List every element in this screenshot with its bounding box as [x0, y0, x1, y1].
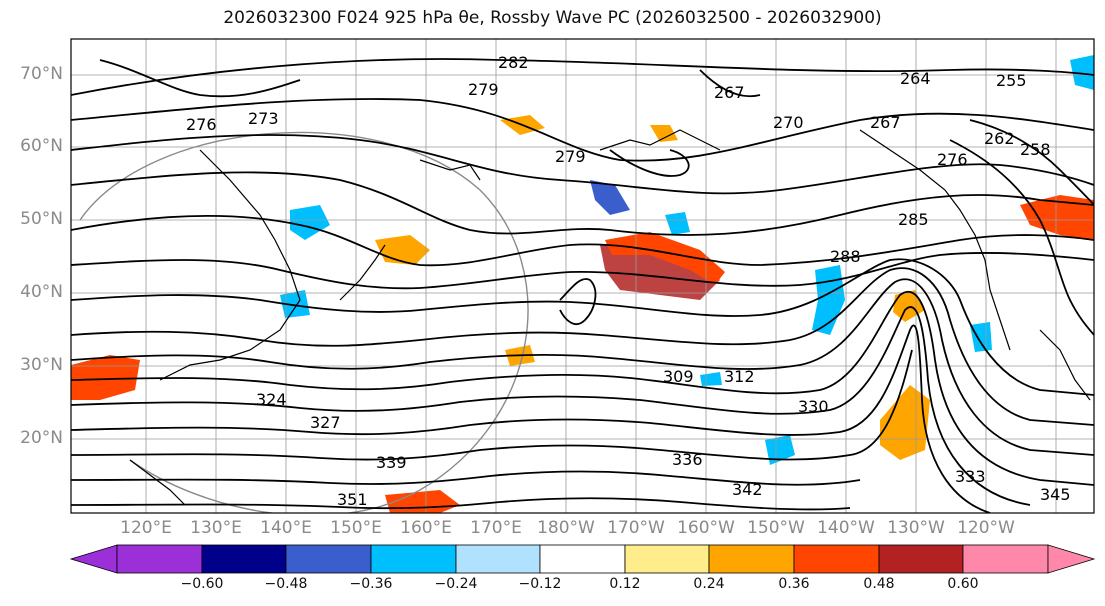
- colorbar-bin: [116, 544, 203, 574]
- lat-label: 20°N: [20, 428, 63, 448]
- contour-label: 276: [186, 115, 217, 134]
- contour-label: 282: [498, 53, 529, 72]
- contour-label: 339: [376, 453, 407, 472]
- lon-label: 150°W: [747, 518, 805, 538]
- contour-label: 312: [724, 367, 755, 386]
- shade-neg-7: [970, 322, 992, 352]
- contour-label: 309: [663, 367, 694, 386]
- contour-label: 279: [468, 80, 499, 99]
- colorbar-bin: [624, 544, 710, 574]
- contour-label-layer: 282 279 273 276 267 264 255 270 267 262 …: [186, 53, 1071, 509]
- colorbar-bin: [201, 544, 287, 574]
- colorbar-tick-label: −0.24: [434, 576, 478, 592]
- shade-pos-11: [650, 125, 678, 142]
- colorbar: [69, 544, 1096, 574]
- contour-label: 351: [337, 490, 368, 509]
- reference-circle: [79, 131, 529, 513]
- contour-label: 267: [870, 113, 901, 132]
- colorbar-tick-label: 0.36: [778, 576, 810, 592]
- colorbar-bin: [962, 544, 1049, 574]
- lon-label: 170°W: [607, 518, 665, 538]
- lon-label: 140°W: [817, 518, 875, 538]
- lat-label: 60°N: [20, 136, 63, 156]
- colorbar-tick-label: 0.24: [693, 576, 725, 592]
- contour-label: 267: [714, 83, 745, 102]
- colorbar-bin: [793, 544, 880, 574]
- contour-label: 270: [773, 113, 804, 132]
- colorbar-bin: [708, 544, 795, 574]
- contour-label: 279: [555, 147, 586, 166]
- shade-pos-5: [880, 385, 930, 460]
- contour-label: 273: [248, 109, 279, 128]
- lon-label: 150°E: [330, 518, 382, 538]
- contour-label: 255: [996, 71, 1027, 90]
- shade-neg-8: [280, 290, 310, 318]
- contour-label: 324: [256, 390, 287, 409]
- shade-neg-1: [590, 180, 630, 215]
- colorbar-bin: [370, 544, 457, 574]
- contour-label: 345: [1040, 485, 1071, 504]
- shade-neg-5: [665, 212, 690, 235]
- contour-label: 264: [900, 69, 931, 88]
- graticule: [71, 39, 1094, 513]
- contour-label: 288: [830, 247, 861, 266]
- lon-label: 160°E: [400, 518, 452, 538]
- lat-label: 50°N: [20, 209, 63, 229]
- lon-label: 120°W: [957, 518, 1015, 538]
- lon-label: 170°E: [470, 518, 522, 538]
- coastlines: [129, 129, 1091, 506]
- colorbar-tick-label: 0.12: [609, 576, 641, 592]
- shade-pos-2: [605, 232, 725, 285]
- colorbar-tick-label: −0.48: [264, 576, 308, 592]
- shade-neg-4: [1070, 55, 1094, 90]
- colorbar-tick-label: −0.12: [518, 576, 562, 592]
- colorbar-extend-low: [69, 544, 118, 574]
- lat-label: 70°N: [20, 64, 63, 84]
- lon-label: 180°W: [537, 518, 595, 538]
- shade-pos-4: [1020, 195, 1094, 240]
- colorbar-tick-label: −0.60: [180, 576, 224, 592]
- lon-label: 130°E: [190, 518, 242, 538]
- lon-label: 160°W: [677, 518, 735, 538]
- lat-label: 40°N: [20, 282, 63, 302]
- shade-neg-6: [765, 435, 795, 465]
- contour-label: 258: [1020, 140, 1051, 159]
- map-border: [70, 38, 1095, 514]
- contour-label: 333: [955, 467, 986, 486]
- colorbar-bin: [539, 544, 626, 574]
- contour-label: 330: [798, 397, 829, 416]
- contour-label: 327: [310, 413, 341, 432]
- lon-label: 140°E: [260, 518, 312, 538]
- colorbar-bin: [878, 544, 964, 574]
- colorbar-extend-high: [1047, 544, 1096, 574]
- contour-label: 262: [984, 129, 1015, 148]
- lon-label: 130°W: [887, 518, 945, 538]
- contour-label: 336: [672, 450, 703, 469]
- map-panel: 282 279 273 276 267 264 255 270 267 262 …: [70, 38, 1095, 514]
- contour-label: 285: [898, 210, 929, 229]
- colorbar-tick-label: 0.48: [863, 576, 895, 592]
- map-background: [71, 39, 1094, 513]
- contour-label: 342: [732, 480, 763, 499]
- colorbar-bin: [285, 544, 372, 574]
- shade-neg-9: [700, 372, 722, 386]
- lat-label: 30°N: [20, 355, 63, 375]
- colorbar-tick-label: 0.60: [947, 576, 979, 592]
- lon-label: 120°E: [120, 518, 172, 538]
- contour-label: 276: [937, 150, 968, 169]
- colorbar-tick-label: −0.36: [349, 576, 393, 592]
- map-title: 2026032300 F024 925 hPa θe, Rossby Wave …: [223, 8, 882, 28]
- shade-neg-3: [290, 205, 330, 240]
- colorbar-bin: [455, 544, 541, 574]
